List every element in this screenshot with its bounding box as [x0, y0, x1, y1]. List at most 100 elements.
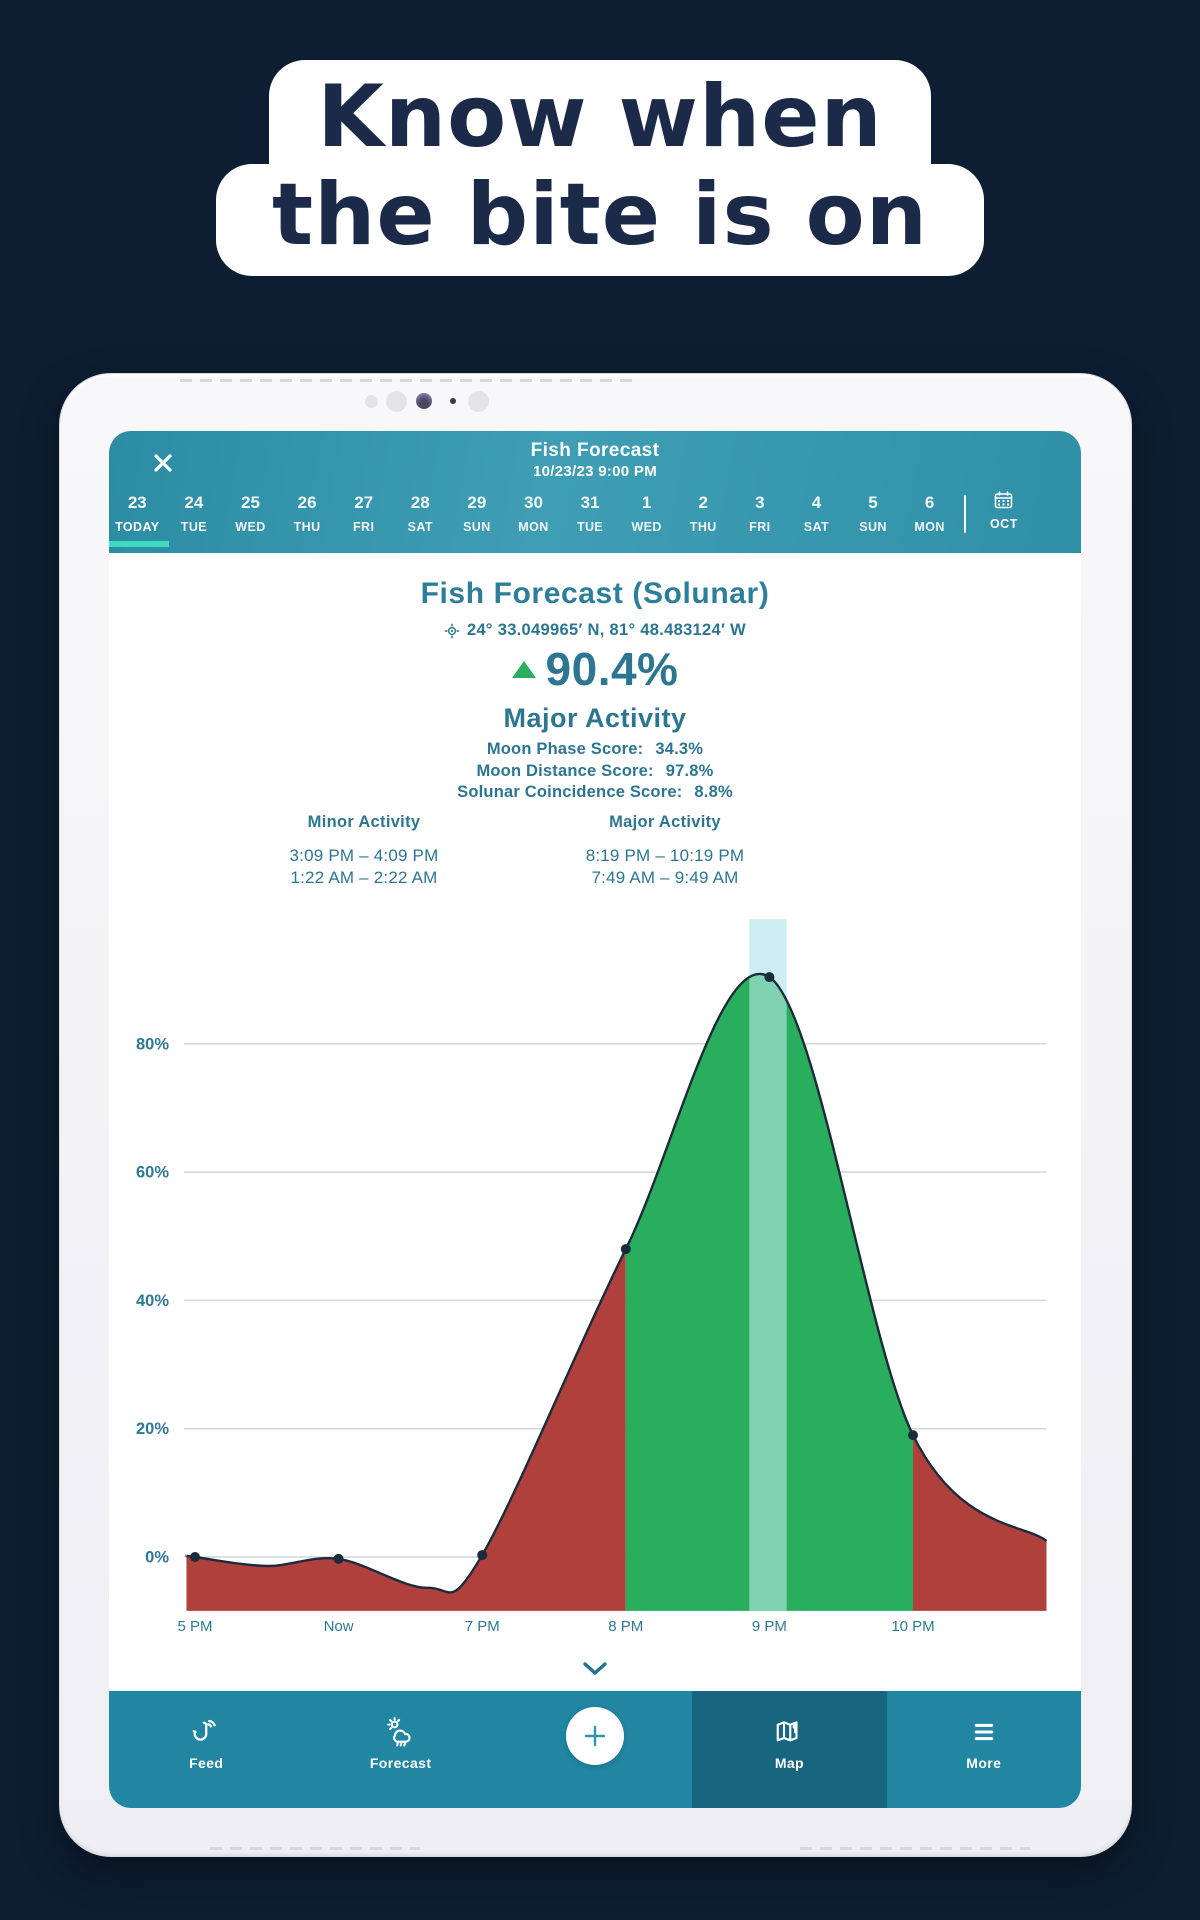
- stat-row: Solunar Coincidence Score: 8.8%: [457, 782, 733, 804]
- month-label: OCT: [989, 517, 1018, 531]
- feed-hook-icon: [191, 1715, 221, 1749]
- minor-activity-title: Minor Activity: [307, 813, 421, 831]
- date-item-2[interactable]: 2 THU: [675, 491, 732, 535]
- date-number: 24: [184, 493, 204, 512]
- menu-icon: [970, 1715, 998, 1749]
- svg-text:40%: 40%: [136, 1292, 169, 1310]
- active-date-underline: [109, 541, 169, 547]
- date-day: FRI: [749, 520, 771, 534]
- date-item-5[interactable]: 5 SUN: [845, 491, 902, 535]
- major-activity-title: Major Activity: [609, 813, 721, 831]
- nav-label: Forecast: [369, 1755, 432, 1771]
- nav-item-feed[interactable]: Feed: [109, 1691, 303, 1808]
- date-item-26[interactable]: 26 THU: [279, 491, 336, 535]
- svg-text:8 PM: 8 PM: [608, 1618, 643, 1635]
- date-day: SAT: [407, 520, 433, 534]
- minor-activity-column: Minor Activity 3:09 PM – 4:09 PM 1:22 AM …: [224, 813, 504, 888]
- date-number: 31: [580, 493, 600, 512]
- date-item-4[interactable]: 4 SAT: [788, 491, 845, 535]
- score-label: Major Activity: [503, 703, 687, 733]
- solunar-activity-chart: 0% 20% 40% 60% 80% 5 PM Now 7 PM 8 PM 9 PM 10 PM: [136, 919, 1048, 1635]
- forecast-weather-icon: [385, 1715, 417, 1749]
- date-number: 5: [868, 493, 878, 512]
- date-day: MON: [518, 520, 549, 534]
- nav-item-map[interactable]: Map: [692, 1691, 887, 1808]
- front-camera-icon: [416, 393, 432, 409]
- date-number: 27: [354, 493, 374, 512]
- date-number: 1: [641, 493, 652, 512]
- date-item-28[interactable]: 28 SAT: [392, 491, 449, 535]
- svg-text:20%: 20%: [136, 1420, 169, 1438]
- date-number: 30: [523, 493, 543, 512]
- svg-text:Now: Now: [324, 1618, 354, 1635]
- chevron-down-icon[interactable]: [582, 1661, 608, 1677]
- stat-value: 8.8%: [694, 783, 733, 801]
- date-item-31[interactable]: 31 TUE: [562, 491, 619, 535]
- date-day: MON: [914, 520, 945, 534]
- stat-label: Solunar Coincidence Score:: [457, 783, 683, 801]
- date-number: 2: [698, 493, 708, 512]
- app-screen: Fish Forecast 10/23/23 9:00 PM 23 TODAY 2…: [109, 431, 1081, 1808]
- major-activity-times: 8:19 PM – 10:19 PM 7:49 AM – 9:49 AM: [525, 845, 805, 888]
- fish-forecast-header: Fish Forecast 10/23/23 9:00 PM 23 TODAY 2…: [109, 431, 1081, 553]
- svg-text:7 PM: 7 PM: [465, 1618, 500, 1635]
- date-item-25[interactable]: 25 WED: [222, 491, 279, 535]
- nav-item-more[interactable]: More: [887, 1691, 1081, 1808]
- header-title: Fish Forecast: [530, 440, 660, 461]
- nav-item-forecast[interactable]: Forecast: [303, 1691, 497, 1808]
- svg-text:80%: 80%: [136, 1035, 169, 1053]
- date-item-24[interactable]: 24 TUE: [166, 491, 223, 535]
- add-catch-button[interactable]: [498, 1691, 692, 1808]
- plus-icon: [566, 1707, 625, 1765]
- sensor-dot-2: [468, 391, 489, 412]
- header-datetime: 10/23/23 9:00 PM: [532, 463, 658, 480]
- date-number: 28: [410, 493, 430, 512]
- activity-time-range: 7:49 AM – 9:49 AM: [591, 867, 739, 887]
- date-bar-divider: [963, 495, 966, 533]
- hero-line-2: the bite is on: [216, 164, 984, 276]
- tablet-device: Fish Forecast 10/23/23 9:00 PM 23 TODAY 2…: [59, 373, 1132, 1857]
- date-item-3[interactable]: 3 FRI: [732, 491, 789, 535]
- date-day: TUE: [576, 520, 604, 534]
- date-day: FRI: [353, 520, 375, 534]
- score-stats: Moon Phase Score: 34.3% Moon Distance Sco…: [109, 739, 1081, 804]
- date-day: TUE: [180, 520, 207, 534]
- date-item-30[interactable]: 30 MON: [505, 491, 562, 535]
- map-icon: [774, 1715, 804, 1749]
- svg-text:10 PM: 10 PM: [891, 1618, 934, 1635]
- date-day: TODAY: [115, 520, 160, 534]
- date-number: 3: [755, 493, 765, 512]
- date-day: THU: [293, 520, 321, 534]
- close-icon[interactable]: [149, 449, 177, 477]
- svg-text:60%: 60%: [136, 1164, 169, 1182]
- date-item-1[interactable]: 1 WED: [618, 491, 675, 535]
- camera-lens-outer: [386, 391, 407, 412]
- month-picker-button[interactable]: OCT: [974, 491, 1034, 531]
- activity-score: 90.4%: [545, 643, 679, 695]
- date-number: 29: [467, 493, 487, 512]
- date-day: WED: [631, 520, 662, 534]
- activity-time-range: 1:22 AM – 2:22 AM: [290, 867, 438, 887]
- svg-text:0%: 0%: [145, 1549, 169, 1567]
- date-item-23[interactable]: 23 TODAY: [109, 491, 166, 535]
- coordinates-text: 24° 33.049965′ N, 81° 48.483124′ W: [466, 621, 746, 639]
- date-item-6[interactable]: 6 MON: [901, 491, 958, 535]
- speaker-grille-left: [210, 1847, 420, 1850]
- svg-text:5 PM: 5 PM: [177, 1618, 212, 1635]
- mic-dot: [450, 398, 456, 404]
- date-day: WED: [235, 520, 266, 534]
- activity-time-range: 8:19 PM – 10:19 PM: [585, 846, 745, 865]
- stat-label: Moon Distance Score:: [476, 761, 654, 780]
- bottom-nav: Feed Forecast Map More: [109, 1691, 1081, 1808]
- date-day: SAT: [803, 520, 830, 534]
- date-day: SUN: [463, 520, 491, 534]
- trend-up-icon: [511, 660, 536, 678]
- date-bar-items: 23 TODAY 24 TUE 25 WED 26 THU 27 FRI 28 SAT 29…: [109, 491, 958, 535]
- date-number: 26: [297, 493, 317, 512]
- date-day: SUN: [859, 520, 887, 534]
- date-item-29[interactable]: 29 SUN: [449, 491, 506, 535]
- nav-label: Map: [774, 1755, 805, 1771]
- stat-value: 34.3%: [655, 740, 704, 758]
- date-item-27[interactable]: 27 FRI: [335, 491, 392, 535]
- date-bar: 23 TODAY 24 TUE 25 WED 26 THU 27 FRI 28 SAT 29…: [109, 491, 1081, 547]
